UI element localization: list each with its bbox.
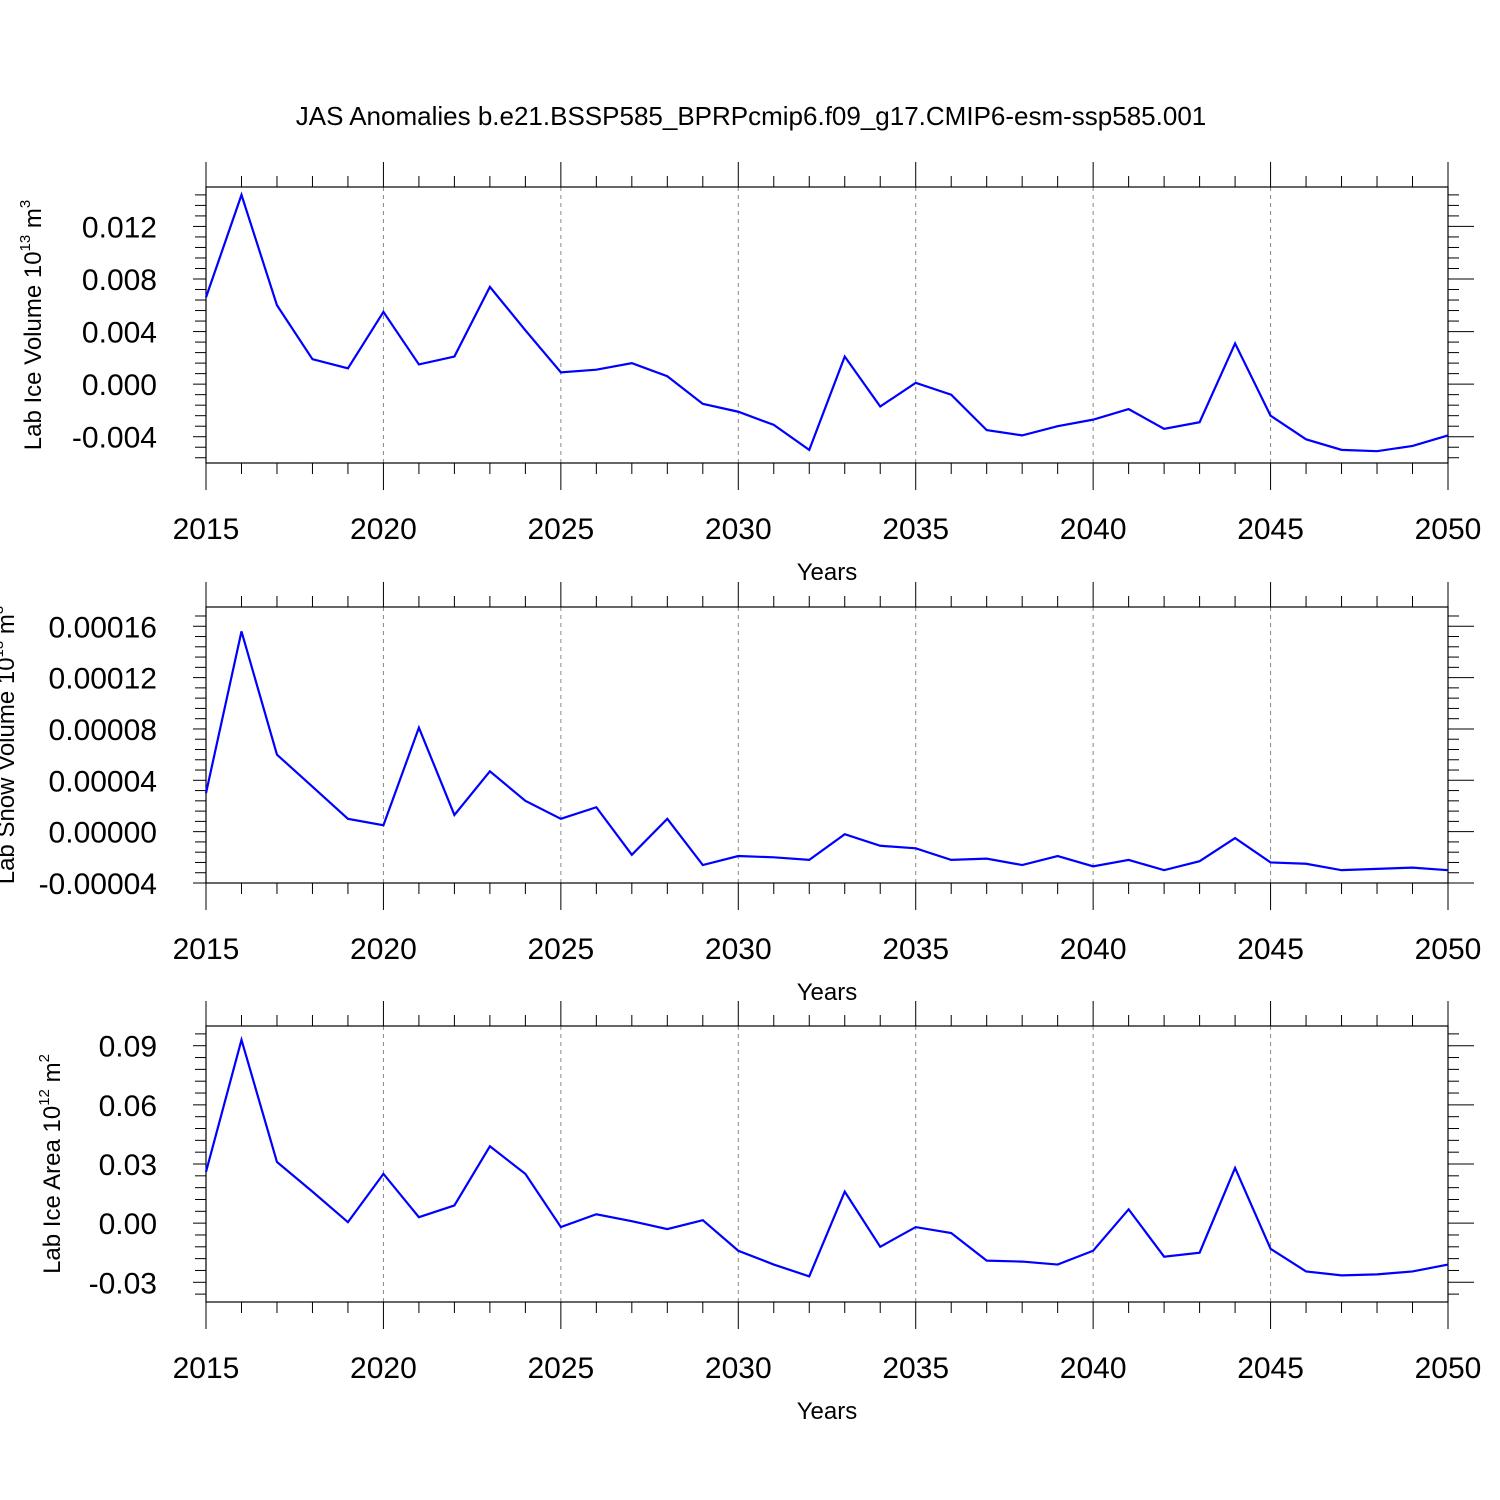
x-tick-label: 2035 [882,1352,949,1385]
y-axis-title-unit: m [0,614,20,641]
x-tick-label: 2025 [527,933,594,966]
x-tick-label: 2040 [1060,1352,1127,1385]
y-tick-label: 0.00008 [49,714,157,747]
y-axis-title-text: Lab Ice Volume 10 [20,251,47,450]
y-axis-title-text: Lab Ice Area 10 [39,1106,66,1274]
y-axis-title-text: Lab Snow Volume 10 [0,657,20,884]
x-tick-label: 2025 [527,513,594,546]
y-tick-label: 0.00 [99,1208,157,1241]
y-axis-title-unit-exponent: 3 [17,200,34,208]
y-axis-title: Lab Snow Volume 1013 m3 [0,606,20,885]
x-tick-label: 2035 [882,933,949,966]
y-axis-title-unit: m [39,1062,66,1089]
plot-frame [205,606,1449,884]
x-tick-label: 2050 [1415,1352,1482,1385]
y-tick-label: 0.00004 [49,765,157,798]
x-tick-label: 2050 [1415,933,1482,966]
y-tick-label: 0.00016 [49,611,157,644]
panel-3: 2015 2020 2025 2030 2035 2040 2045 2050 -0.03 0.0… [36,1001,1481,1425]
series-line [204,1035,1449,1278]
y-axis-title: Lab Ice Area 1012 m2 [36,1054,66,1274]
series-line [204,631,1449,872]
x-tick-label: 2050 [1415,513,1482,546]
y-tick-label: 0.03 [99,1149,157,1182]
x-tick-label: 2045 [1237,513,1304,546]
x-tick-label: 2015 [173,1352,240,1385]
x-tick-label: 2030 [705,933,772,966]
y-axis-title-unit-exponent: 2 [36,1054,53,1062]
x-tick-label: 2020 [350,933,417,966]
figure-title: JAS Anomalies b.e21.BSSP585_BPRPcmip6.f0… [296,101,1207,131]
plot-frame [205,186,1449,464]
y-axis-title-unit-exponent: 3 [0,606,7,614]
x-tick-label: 2040 [1060,513,1127,546]
y-tick-label: -0.03 [89,1267,157,1300]
x-tick-label: 2025 [527,1352,594,1385]
y-tick-label: -0.00004 [39,868,157,901]
y-tick-label: 0.004 [82,317,157,350]
y-axis-title-exponent: 13 [0,641,7,658]
plot-frame [205,1025,1449,1303]
panel-1: 2015 2020 2025 2030 2035 2040 2045 2050 -0.004 0.… [17,162,1481,586]
x-tick-label: 2045 [1237,1352,1304,1385]
x-tick-label: 2035 [882,513,949,546]
x-tick-label: 2015 [173,513,240,546]
x-tick-label: 2020 [350,513,417,546]
y-tick-label: 0.06 [99,1090,157,1123]
y-tick-label: -0.004 [72,422,157,455]
x-axis-title: Years [797,1398,858,1425]
y-axis-title: Lab Ice Volume 1013 m3 [17,200,47,451]
panel-2: 2015 2020 2025 2030 2035 2040 2045 2050 -0.00004… [0,582,1481,1006]
x-axis-title: Years [797,979,858,1006]
y-tick-label: 0.00000 [49,817,157,850]
y-tick-label: 0.008 [82,264,157,297]
y-tick-label: 0.09 [99,1031,157,1064]
y-axis-title-exponent: 12 [36,1089,53,1106]
x-tick-label: 2015 [173,933,240,966]
x-tick-label: 2020 [350,1352,417,1385]
x-tick-label: 2040 [1060,933,1127,966]
y-tick-label: 0.012 [82,211,157,244]
panels: 2015 2020 2025 2030 2035 2040 2045 2050 -0.004 0.… [0,162,1481,1425]
x-tick-label: 2030 [705,513,772,546]
y-axis-title-unit: m [20,208,47,235]
series-line [204,191,1449,453]
x-tick-label: 2030 [705,1352,772,1385]
y-tick-label: 0.000 [82,369,157,402]
x-tick-label: 2045 [1237,933,1304,966]
x-axis-title: Years [797,559,858,586]
y-axis-title-exponent: 13 [17,235,34,252]
y-tick-label: 0.00012 [49,663,157,696]
